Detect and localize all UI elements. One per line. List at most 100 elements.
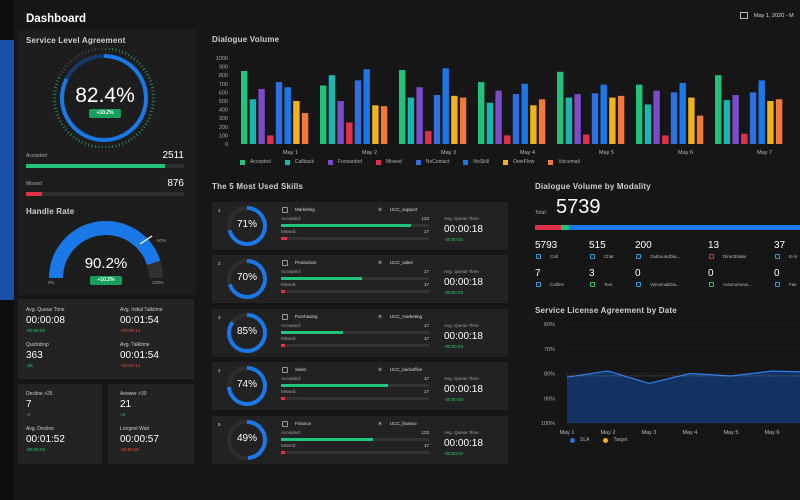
skill-card[interactable]: 3 85% Purchasing ✶ UCC_marketing Accepted: 17 M… (212, 309, 508, 357)
skill-missed-value: 17 (423, 282, 429, 287)
stat-delta: -00:00:04 (26, 447, 46, 452)
bar-noskill (600, 84, 607, 144)
bar-voicemail (538, 99, 546, 144)
legend-item[interactable]: Target (603, 437, 627, 443)
bar-voicemail (775, 99, 783, 144)
date-picker[interactable]: May 1, 2020 - M (740, 12, 794, 19)
legend-item[interactable]: Missed (375, 159, 402, 165)
sla-gauge-tick (81, 140, 84, 144)
stat-label: Decline >25 (26, 391, 53, 397)
y-tick-label: 70% (544, 347, 555, 353)
nav-active-indicator[interactable] (0, 40, 14, 300)
queue-icon: ✶ (377, 367, 383, 374)
bar-nocontact (433, 94, 441, 144)
skill-card[interactable]: 2 70% Production ✶ UCC_sales Accepted: 17 Misse… (212, 255, 508, 303)
sla-gauge-tick (146, 73, 150, 76)
modality-bar (535, 225, 800, 230)
skill-donut-fill (227, 206, 267, 246)
legend-item[interactable]: NoContact (415, 159, 449, 165)
callme-icon (536, 282, 541, 287)
sla-gauge-tick (115, 48, 117, 52)
legend-swatch (415, 159, 421, 165)
sla-percent: 82.4% (75, 84, 135, 107)
legend-item[interactable]: Forwarded (328, 159, 362, 165)
x-tick-label: May 4 (683, 430, 698, 436)
autonomous-icon (709, 282, 714, 287)
skill-donut-fill (227, 313, 267, 353)
x-tick-label: May 6 (765, 430, 780, 436)
bar-voicemail (380, 106, 388, 144)
y-tick-label: 300 (219, 116, 228, 122)
stat-delta: -00:00:05 (120, 447, 140, 452)
modality-value: 3 (589, 268, 595, 279)
skill-queue-time: 00:00:18 (444, 384, 483, 395)
bar-noskill (758, 80, 765, 144)
sla-gauge-tick (133, 135, 136, 139)
legend-item[interactable]: NoSkill (463, 159, 489, 165)
sla-gauge-tick (55, 80, 60, 82)
skill-accepted-label: Accepted: (281, 376, 302, 381)
skill-icon (282, 421, 288, 427)
sla-gauge-tick (58, 73, 62, 76)
skill-card[interactable]: 1 71% Marketing ✶ UCC_support Accepted: 124 Mis… (212, 202, 508, 250)
queue-icon: ✶ (377, 260, 383, 267)
skill-queue-delta: -00:00:03 (444, 344, 464, 349)
skill-missed-label: Missed: (281, 443, 297, 448)
legend-label: Accepted (250, 159, 271, 165)
skill-missed-value: 17 (423, 389, 429, 394)
legend-item[interactable]: Voicemail (548, 159, 580, 165)
legend-item[interactable]: Accepted (240, 159, 271, 165)
modality-value: 7 (535, 268, 541, 279)
legend-item[interactable]: SLA (570, 437, 589, 443)
modality-value: 5793 (535, 240, 558, 251)
sla-gauge-tick (67, 131, 70, 134)
skill-accepted-label: Accepted: (281, 323, 302, 328)
bar-forwarded (337, 101, 344, 144)
modality-label: VoicemailDia... (650, 282, 680, 287)
sla-gauge-tick (60, 123, 64, 126)
outbound-icon (636, 254, 641, 259)
y-tick-label: 900 (219, 65, 228, 71)
sla-gauge-tick (140, 128, 144, 132)
bar-forwarded (495, 90, 502, 144)
stat-delta: -4 (26, 412, 31, 417)
y-tick-label: 100 (219, 133, 228, 139)
bar-callback (723, 100, 731, 144)
queue-icon: ✶ (377, 207, 383, 214)
legend-swatch (548, 159, 554, 165)
bar-overflow (688, 97, 695, 144)
skill-accepted-bar (281, 438, 429, 441)
stat-delta: +2 (120, 412, 126, 417)
bar-forwarded (416, 87, 423, 144)
sla-gauge-tick (127, 139, 130, 143)
sla-gauge-tick (150, 107, 154, 109)
sla-area (567, 371, 800, 423)
voicemail-icon (636, 282, 641, 287)
sla-title: Service Level Agreement (26, 36, 126, 45)
sla-gauge-tick (54, 107, 58, 109)
bar-missed (504, 135, 511, 144)
sla-gauge-tick (54, 87, 58, 89)
sla-gauge (53, 48, 155, 148)
skill-accepted-label: Accepted: (281, 216, 302, 221)
bar-missed (425, 131, 432, 144)
legend-item[interactable]: Callback (284, 159, 314, 165)
sla-gauge-tick (64, 128, 68, 132)
sla-gauge-fill (60, 54, 148, 142)
sla-gauge-tick (130, 137, 133, 141)
missed-label: Missed (26, 181, 42, 187)
bar-nocontact (670, 92, 678, 144)
skill-card[interactable]: 5 49% Finance ✶ UCC_finance Accepted: 123 Misse… (212, 416, 508, 464)
legend-swatch (240, 159, 245, 165)
x-tick-label: May 4 (520, 150, 535, 156)
skill-card[interactable]: 4 74% Sales ✶ UCC_backoffice Accepted: 17 Misse… (212, 362, 508, 410)
accepted-label: Accepted (26, 153, 47, 159)
sla-gauge-tick (150, 110, 154, 113)
sla-gauge-tick (57, 117, 61, 120)
skill-missed-label: Missed: (281, 389, 297, 394)
skill-accepted-bar (281, 384, 429, 387)
sla-gauge-tick (62, 67, 66, 71)
legend-label: Target (613, 437, 628, 443)
legend-item[interactable]: OverFlow (502, 159, 534, 165)
bar-callback (407, 97, 415, 144)
